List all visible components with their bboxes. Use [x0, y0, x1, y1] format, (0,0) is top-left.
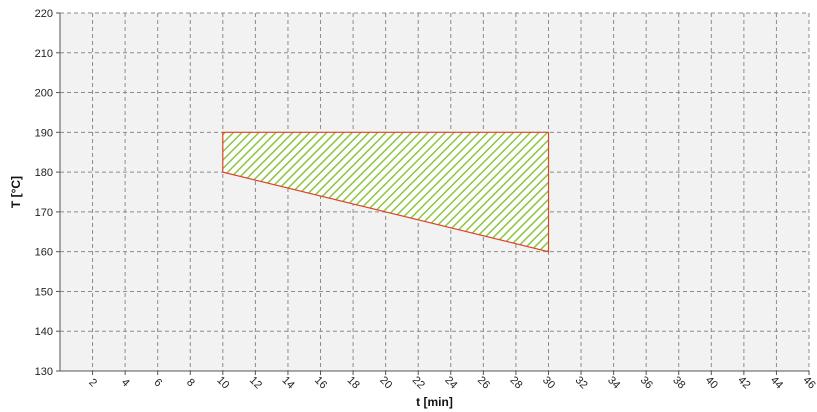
y-tick-label: 150 [35, 286, 53, 298]
x-tick-label: 8 [184, 376, 197, 389]
x-tick-label: 34 [605, 374, 622, 391]
x-axis-title: t [min] [416, 395, 453, 409]
axes [59, 13, 809, 372]
x-tick-label: 24 [442, 374, 459, 391]
y-tick-label: 180 [35, 167, 53, 179]
x-tick-label: 28 [507, 374, 524, 391]
y-tick-labels: 130 140 150 160 170 180 190 200 210 220 [35, 8, 60, 378]
y-tick-label: 130 [35, 366, 53, 378]
x-tick-label: 18 [345, 374, 362, 391]
y-tick-label: 200 [35, 88, 53, 100]
hatched-region [222, 131, 550, 253]
x-tick-label: 26 [475, 374, 492, 391]
x-tick-label: 20 [377, 374, 394, 391]
y-tick-label: 140 [35, 326, 53, 338]
x-tick-label: 32 [573, 374, 590, 391]
x-tick-label: 44 [768, 374, 785, 391]
x-tick-label: 40 [703, 374, 720, 391]
y-tick-label: 210 [35, 48, 53, 60]
x-tick-label: 42 [735, 374, 752, 391]
x-tick-labels: 2 4 6 8 10 12 14 16 18 20 22 24 26 28 30 32 34 36 38 40 42 44… [86, 371, 817, 391]
area-series [222, 131, 550, 253]
x-tick-label: 2 [86, 376, 99, 389]
x-tick-label: 10 [214, 374, 231, 391]
y-axis-title: T [°C] [9, 176, 23, 208]
y-tick-label: 170 [35, 207, 53, 219]
x-tick-label: 6 [151, 376, 164, 389]
x-tick-label: 12 [247, 374, 264, 391]
x-tick-label: 22 [410, 374, 427, 391]
x-tick-label: 30 [540, 374, 557, 391]
x-tick-label: 46 [801, 374, 817, 391]
x-tick-label: 38 [670, 374, 687, 391]
x-tick-label: 36 [638, 374, 655, 391]
x-tick-label: 16 [312, 374, 329, 391]
y-tick-label: 220 [35, 8, 53, 20]
x-tick-label: 4 [119, 376, 132, 389]
y-tick-label: 160 [35, 247, 53, 259]
x-tick-label: 14 [280, 374, 297, 391]
y-tick-label: 190 [35, 127, 53, 139]
